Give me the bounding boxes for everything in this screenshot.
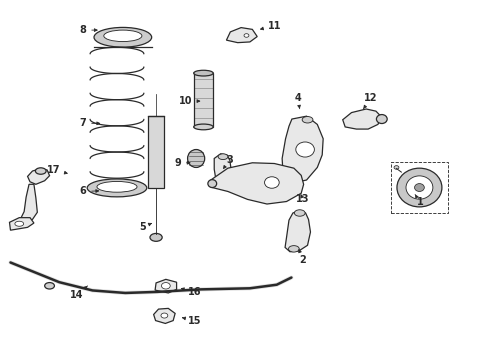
Text: 2: 2 (299, 249, 306, 265)
Ellipse shape (218, 180, 228, 185)
Text: 17: 17 (47, 165, 67, 175)
Polygon shape (214, 154, 232, 185)
Ellipse shape (161, 313, 168, 318)
Text: 15: 15 (183, 316, 202, 325)
Text: 5: 5 (139, 222, 151, 232)
Text: 10: 10 (179, 96, 200, 106)
Ellipse shape (194, 124, 213, 130)
Bar (148, 116, 164, 188)
Ellipse shape (294, 210, 305, 216)
Polygon shape (154, 309, 175, 323)
Text: 16: 16 (181, 287, 202, 297)
Text: 9: 9 (174, 158, 190, 168)
Text: 6: 6 (79, 186, 98, 197)
Ellipse shape (15, 221, 24, 226)
Ellipse shape (94, 27, 152, 47)
Polygon shape (343, 109, 382, 129)
Ellipse shape (289, 246, 299, 252)
Polygon shape (9, 218, 34, 230)
Ellipse shape (45, 283, 54, 289)
Ellipse shape (296, 142, 315, 157)
Ellipse shape (87, 179, 147, 197)
Text: 7: 7 (79, 118, 99, 128)
Text: 11: 11 (261, 21, 281, 31)
Text: 13: 13 (296, 194, 309, 204)
Ellipse shape (376, 114, 387, 123)
Bar (194, 73, 213, 127)
Bar (391, 162, 448, 213)
Ellipse shape (161, 283, 170, 289)
Text: 8: 8 (79, 25, 97, 35)
Ellipse shape (394, 166, 399, 169)
Polygon shape (285, 211, 311, 252)
Ellipse shape (244, 34, 249, 37)
Text: 14: 14 (70, 286, 88, 301)
Text: 1: 1 (415, 194, 423, 207)
Ellipse shape (188, 149, 205, 167)
Ellipse shape (265, 177, 279, 188)
Text: 3: 3 (223, 155, 233, 168)
Polygon shape (282, 116, 323, 183)
Polygon shape (226, 28, 257, 42)
Polygon shape (20, 184, 37, 224)
Ellipse shape (397, 168, 442, 207)
Ellipse shape (97, 181, 137, 192)
Ellipse shape (194, 70, 213, 76)
Text: 12: 12 (364, 93, 378, 108)
Ellipse shape (302, 117, 313, 123)
Polygon shape (155, 279, 176, 293)
Ellipse shape (208, 180, 217, 188)
Ellipse shape (104, 30, 142, 41)
Polygon shape (211, 163, 304, 204)
Ellipse shape (415, 184, 424, 192)
Polygon shape (27, 168, 49, 184)
Text: 4: 4 (294, 93, 301, 109)
Ellipse shape (218, 154, 228, 159)
Ellipse shape (35, 168, 46, 174)
Ellipse shape (150, 233, 162, 241)
Ellipse shape (406, 176, 433, 199)
